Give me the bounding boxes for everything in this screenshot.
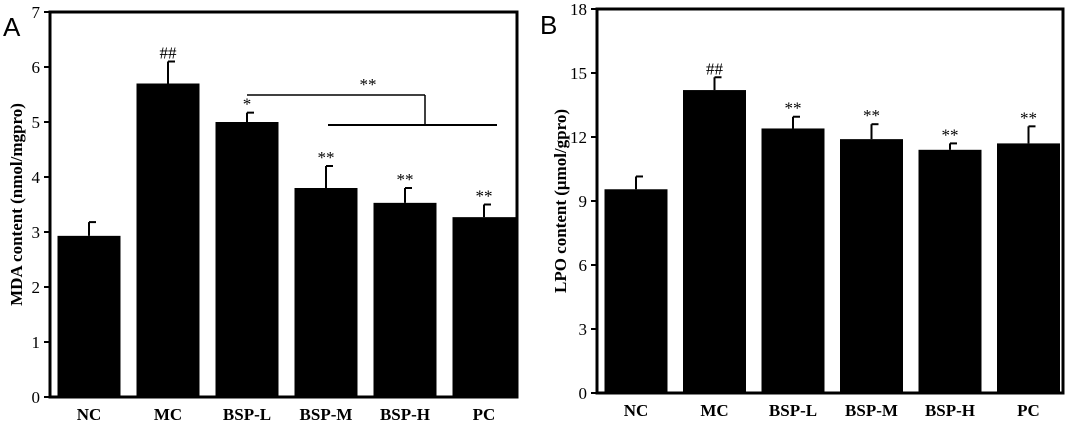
significance-label: ** <box>397 170 414 189</box>
y-tick-label: 7 <box>32 3 41 22</box>
y-tick-label: 2 <box>32 278 41 297</box>
y-tick-label: 15 <box>570 64 587 83</box>
y-tick-label: 3 <box>579 320 588 339</box>
panel-a-mda-chart: A NC ## MC * BSP-L ** BSP-M ** BSP-H ** PC 0 1 2 3 4 5 6 7 M… <box>3 3 519 423</box>
x-tick-label: MC <box>700 401 728 420</box>
y-tick-label: 18 <box>570 0 587 19</box>
bar-bsp-m <box>840 139 903 393</box>
x-tick-label: BSP-M <box>845 401 898 420</box>
bar-nc <box>604 189 668 393</box>
x-tick-label: PC <box>473 405 496 423</box>
x-tick-label: BSP-H <box>380 405 430 423</box>
x-tick-label: NC <box>77 405 102 423</box>
significance-label: ** <box>785 99 802 118</box>
y-tick-label: 0 <box>579 384 588 403</box>
y-tick-label: 1 <box>32 333 41 352</box>
x-tick-label: BSP-M <box>300 405 353 423</box>
panel-b-lpo-chart: B NC ## MC ** BSP-L ** BSP-M ** BSP-H ** PC 0 3 6 9 12 15… <box>540 0 1065 420</box>
bar-bsp-h <box>373 202 437 397</box>
y-tick-label: 3 <box>32 223 41 242</box>
x-tick-label: BSP-L <box>769 401 817 420</box>
significance-label: ## <box>160 44 178 63</box>
panel-letter: B <box>540 10 557 40</box>
x-tick-label: MC <box>154 405 182 423</box>
y-tick-label: 12 <box>570 128 587 147</box>
significance-label: ** <box>476 187 493 206</box>
y-tick-label: 5 <box>32 113 41 132</box>
y-tick-label: 6 <box>579 256 588 275</box>
bar-bsp-h <box>918 149 982 393</box>
x-tick-label: NC <box>624 401 649 420</box>
bar-bsp-l <box>215 122 279 397</box>
bar-pc <box>452 217 516 397</box>
y-tick-label: 0 <box>32 388 41 407</box>
x-tick-label: BSP-H <box>925 401 975 420</box>
comparison-label: ** <box>360 75 377 94</box>
x-tick-label: PC <box>1017 401 1040 420</box>
bar-mc <box>683 90 746 394</box>
bar-mc <box>136 83 200 397</box>
bar-pc <box>997 143 1060 393</box>
bar-bsp-m <box>294 188 358 397</box>
y-axis-title: MDA content (nmol/mgpro) <box>7 103 26 306</box>
axes-frame <box>48 10 519 399</box>
significance-label: * <box>243 95 252 114</box>
y-tick-label: 9 <box>579 192 588 211</box>
y-tick-label: 4 <box>32 168 41 187</box>
panel-letter: A <box>3 12 21 42</box>
significance-label: ** <box>1020 108 1037 127</box>
significance-label: ** <box>942 125 959 144</box>
y-axis-title: LPO content (μmol/gpro) <box>551 109 570 293</box>
significance-label: ** <box>318 148 335 167</box>
x-tick-label: BSP-L <box>223 405 271 423</box>
bar-nc <box>57 235 121 397</box>
y-tick-label: 6 <box>32 58 41 77</box>
significance-label: ** <box>863 106 880 125</box>
bar-bsp-l <box>761 128 825 393</box>
significance-label: ## <box>706 59 724 78</box>
